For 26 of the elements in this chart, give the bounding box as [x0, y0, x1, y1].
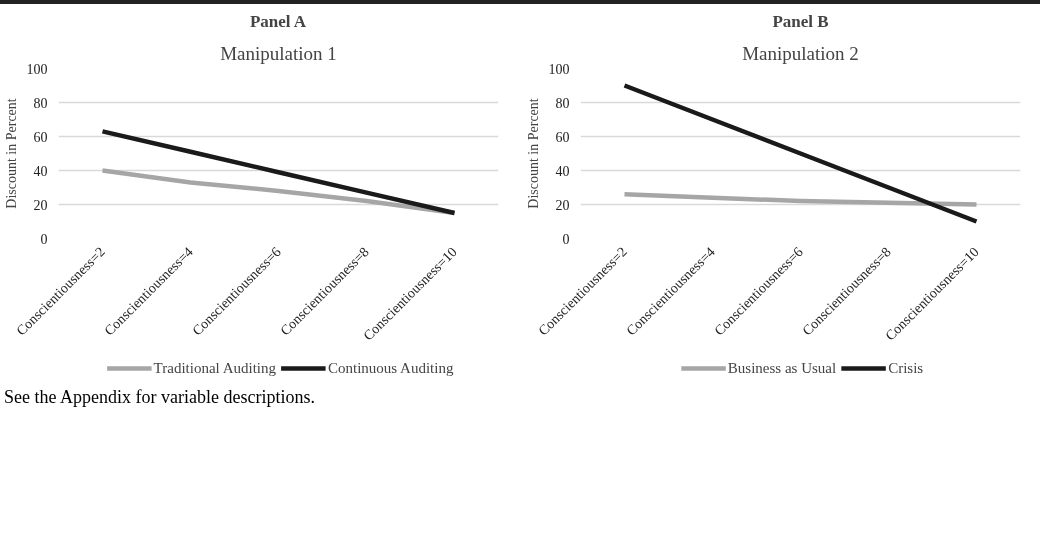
- chart-title: Panel A: [249, 11, 307, 31]
- y-tick-label: 40: [33, 163, 48, 179]
- y-axis-title: Discount in Percent: [3, 98, 19, 209]
- y-tick-label: 60: [555, 129, 570, 145]
- chart-title: Panel B: [772, 11, 829, 31]
- chart-subtitle: Manipulation 1: [220, 42, 337, 64]
- legend-label: Crisis: [888, 359, 924, 377]
- chart-subtitle: Manipulation 2: [742, 42, 859, 64]
- legend-label: Business as Usual: [727, 359, 837, 377]
- y-tick-label: 60: [33, 129, 48, 145]
- y-tick-label: 40: [555, 163, 570, 179]
- y-tick-label: 100: [26, 61, 48, 77]
- y-tick-label: 80: [555, 95, 570, 111]
- line-series: [100, 129, 457, 216]
- line-series: [622, 192, 979, 207]
- y-tick-label: 80: [33, 95, 48, 111]
- legend-label: Continuous Auditing: [327, 359, 454, 377]
- line-series: [622, 83, 979, 224]
- text: See the Appendix for variable descriptions.: [4, 386, 315, 409]
- y-tick-label: 20: [555, 197, 570, 213]
- y-tick-label: 20: [33, 197, 48, 213]
- y-tick-label: 0: [562, 231, 570, 247]
- y-tick-label: 100: [548, 61, 570, 77]
- y-tick-label: 0: [40, 231, 48, 247]
- y-axis-title: Discount in Percent: [525, 98, 541, 209]
- legend-label: Traditional Auditing: [153, 359, 276, 377]
